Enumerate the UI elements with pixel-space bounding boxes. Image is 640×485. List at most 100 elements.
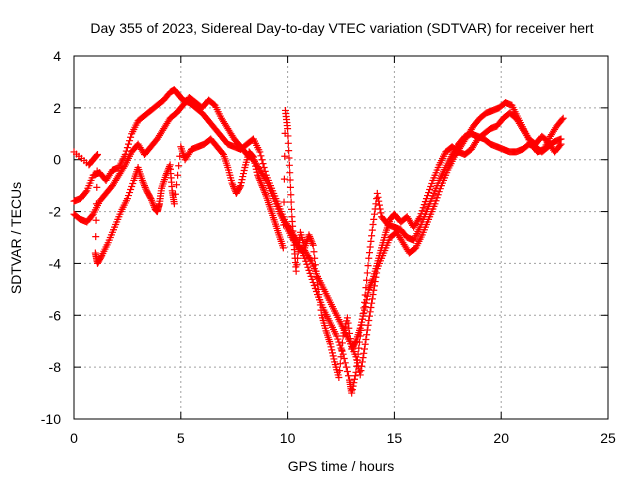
data-point-s0 — [365, 254, 373, 262]
data-point-s1 — [435, 188, 443, 196]
data-point-s2 — [92, 200, 100, 208]
data-point-s1 — [365, 316, 373, 324]
data-point-s0 — [366, 243, 374, 251]
x-axis-label: GPS time / hours — [288, 458, 395, 474]
data-point-s2 — [279, 244, 287, 252]
data-point-s2 — [280, 198, 288, 206]
data-point-s2 — [363, 292, 371, 300]
data-point-s2 — [294, 254, 302, 262]
data-point-s0 — [343, 367, 351, 375]
data-point-s0 — [305, 266, 313, 274]
data-point-s0 — [334, 335, 342, 343]
data-point-s1 — [364, 321, 372, 329]
grid — [74, 56, 608, 419]
data-point-s1 — [358, 362, 366, 370]
data-point-s2 — [237, 179, 245, 187]
data-point-s0 — [351, 372, 359, 380]
data-point-s0 — [374, 193, 382, 201]
data-point-s2 — [358, 315, 366, 323]
data-point-s2 — [420, 201, 428, 209]
data-point-s0 — [303, 260, 311, 268]
data-point-s2 — [424, 192, 432, 200]
data-point-s2 — [139, 178, 147, 186]
data-point-s0 — [337, 344, 345, 352]
data-point-s2 — [239, 170, 247, 178]
data-point-s2 — [287, 198, 295, 206]
data-point-s1 — [363, 331, 371, 339]
data-point-s2 — [292, 267, 300, 275]
data-point-s2 — [357, 321, 365, 329]
data-point-s2 — [417, 210, 425, 218]
data-point-s1 — [363, 326, 371, 334]
data-point-s2 — [281, 152, 289, 160]
data-point-s2 — [257, 180, 265, 188]
data-point-s0 — [363, 269, 371, 277]
data-point-s0 — [333, 332, 341, 340]
data-point-s0 — [257, 152, 265, 160]
data-point-s2 — [262, 190, 270, 198]
data-point-s1 — [261, 175, 269, 183]
y-axis-label: SDTVAR / TECUs — [8, 182, 24, 294]
data-point-s2 — [365, 284, 373, 292]
data-point-s2 — [236, 183, 244, 191]
x-tick-label: 25 — [600, 430, 616, 446]
data-point-s1 — [558, 116, 566, 124]
plot-frame — [73, 55, 609, 420]
data-point-s2 — [259, 183, 267, 191]
data-point-s0 — [259, 160, 267, 168]
data-point-s1 — [360, 345, 368, 353]
data-point-s2 — [254, 171, 262, 179]
data-point-s1 — [370, 286, 378, 294]
data-point-s2 — [284, 139, 292, 147]
data-point-s2 — [425, 189, 433, 197]
data-point-s2 — [309, 240, 317, 248]
data-point-s2 — [280, 175, 288, 183]
data-point-s2 — [426, 186, 434, 194]
data-point-s2 — [345, 324, 353, 332]
data-point-s0 — [355, 344, 363, 352]
data-point-s2 — [147, 195, 155, 203]
data-point-s2 — [286, 169, 294, 177]
data-point-s2 — [359, 312, 367, 320]
data-point-s2 — [238, 176, 246, 184]
data-point-s0 — [344, 372, 352, 380]
data-point-s1 — [436, 185, 444, 193]
data-point-s1 — [353, 356, 361, 364]
data-point-s1 — [365, 312, 373, 320]
data-point-s2 — [314, 280, 322, 288]
data-point-s0 — [306, 269, 314, 277]
y-tick-label: 4 — [53, 48, 61, 64]
data-point-s2 — [288, 205, 296, 213]
data-point-s2 — [293, 261, 301, 269]
data-point-s2 — [360, 309, 368, 317]
data-point-s0 — [258, 156, 266, 164]
data-point-s2 — [327, 343, 335, 351]
data-point-s2 — [140, 180, 148, 188]
data-point-s2 — [422, 195, 430, 203]
data-point-s2 — [93, 167, 101, 175]
data-point-s2 — [149, 200, 157, 208]
data-point-s0 — [351, 375, 359, 383]
data-point-s2 — [312, 267, 320, 275]
data-point-s2 — [315, 291, 323, 299]
data-point-s2 — [237, 182, 245, 190]
data-point-s2 — [341, 326, 349, 334]
data-point-s2 — [92, 152, 100, 160]
data-point-s0 — [122, 147, 130, 155]
data-point-s2 — [309, 241, 317, 249]
data-point-s2 — [228, 179, 236, 187]
data-point-s1 — [361, 340, 369, 348]
data-point-s2 — [138, 176, 146, 184]
data-point-s2 — [254, 173, 262, 181]
data-point-s2 — [261, 189, 269, 197]
data-point-s2 — [306, 234, 314, 242]
data-point-s0 — [370, 215, 378, 223]
data-point-s2 — [356, 324, 364, 332]
data-point-s2 — [248, 151, 256, 159]
data-point-s0 — [307, 272, 315, 280]
data-point-s0 — [365, 249, 373, 257]
data-point-s1 — [360, 349, 368, 357]
data-point-s0 — [370, 210, 378, 218]
